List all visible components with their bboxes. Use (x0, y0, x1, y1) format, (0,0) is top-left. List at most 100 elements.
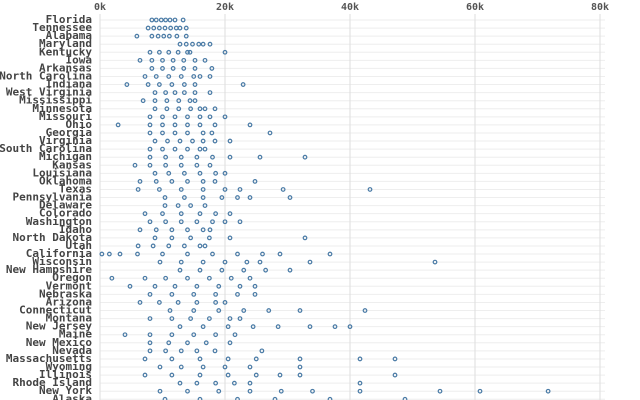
dot (160, 211, 165, 217)
dot (177, 41, 183, 47)
dot (210, 154, 215, 160)
dot (162, 203, 168, 209)
dot (222, 187, 228, 192)
dot (178, 219, 184, 225)
dot (241, 267, 247, 273)
dot (172, 17, 178, 23)
dot (163, 154, 169, 160)
dot (178, 187, 184, 192)
dot (142, 372, 148, 378)
y-tick-label: Virginia (39, 134, 92, 147)
dot (152, 138, 158, 144)
dot (200, 41, 206, 47)
dot (247, 364, 253, 370)
dot (192, 98, 198, 104)
dot (168, 25, 174, 31)
dot (160, 146, 165, 152)
dot (142, 211, 148, 217)
dot (117, 251, 123, 257)
dot (106, 251, 112, 257)
dot (172, 90, 178, 96)
dot (216, 388, 222, 394)
x-tick-label: 80k (591, 2, 609, 13)
dot (163, 219, 169, 225)
y-tick-label: Wisconsin (32, 255, 92, 268)
dot (151, 25, 157, 31)
dot (202, 146, 208, 152)
dot (163, 17, 169, 23)
y-tick-label: Arkansas (39, 61, 92, 74)
y-tick-label: Nebraska (39, 287, 92, 300)
dot (207, 90, 213, 96)
dot (197, 122, 203, 128)
dot (437, 388, 443, 394)
dot (185, 178, 190, 184)
dot (227, 211, 233, 217)
dot (172, 130, 178, 136)
dot (216, 308, 222, 313)
dot (160, 114, 165, 120)
x-tick-label: 40k (341, 2, 359, 13)
dot (200, 364, 206, 370)
dot (235, 251, 240, 257)
dot (169, 291, 175, 297)
y-tick-label: Idaho (59, 223, 92, 236)
dot (158, 17, 164, 23)
dot (164, 98, 170, 104)
dot (194, 162, 200, 168)
dot (177, 138, 183, 144)
dot (149, 17, 155, 23)
dot (200, 195, 206, 200)
dot (185, 122, 190, 128)
dot (188, 106, 194, 112)
dot (137, 300, 143, 305)
dot (206, 235, 212, 241)
dot (156, 82, 162, 87)
dot (170, 57, 176, 63)
y-tick-label: New Hampshire (6, 263, 92, 276)
dot (162, 25, 168, 31)
dot (185, 227, 190, 233)
y-tick-label: Pennsylvania (13, 191, 92, 204)
y-tick-label: Michigan (39, 150, 92, 163)
dot (147, 219, 153, 225)
dot (172, 283, 178, 289)
dot (357, 388, 363, 394)
dot (197, 74, 203, 79)
dot (213, 211, 219, 217)
y-tick-label: Alaska (52, 392, 92, 400)
dot (222, 114, 228, 120)
dot (202, 106, 208, 112)
dot (175, 49, 181, 55)
dot (191, 74, 197, 79)
dot (357, 380, 363, 386)
dot (166, 74, 172, 79)
dot (197, 146, 203, 152)
dot (163, 90, 169, 96)
dot (212, 348, 218, 354)
dot (227, 154, 233, 160)
dot (213, 291, 219, 297)
dot (181, 66, 187, 71)
y-tick-label: Colorado (39, 207, 92, 220)
dot (247, 275, 253, 281)
y-tick-label: Maine (59, 328, 92, 341)
dot (200, 227, 206, 233)
y-tick-label: Rhode Island (13, 376, 92, 389)
dot (163, 275, 169, 281)
dot (191, 308, 197, 313)
dot (124, 82, 130, 87)
dot (181, 90, 187, 96)
dot (178, 162, 184, 168)
y-tick-label: Iowa (66, 53, 93, 66)
dot (266, 308, 272, 313)
dot (212, 106, 218, 112)
dot (302, 154, 308, 160)
dot (207, 227, 213, 233)
dot (132, 162, 138, 168)
dot (175, 300, 181, 305)
dot (222, 170, 228, 176)
dot (280, 187, 286, 192)
dot (147, 332, 153, 338)
dot (145, 25, 151, 31)
